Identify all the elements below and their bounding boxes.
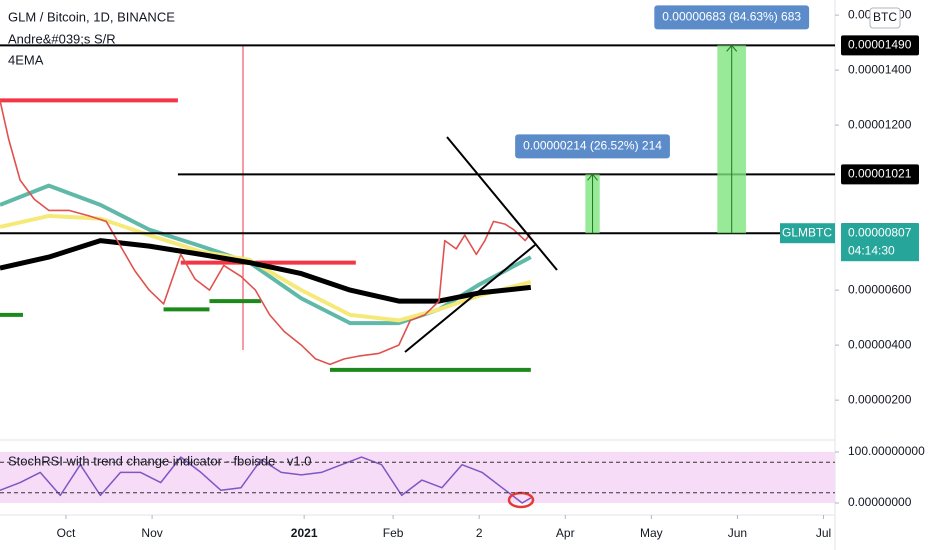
y-tick-label: 0.00000000	[848, 495, 912, 509]
ema-line	[0, 213, 532, 323]
x-tick-label: 2021	[291, 526, 318, 540]
y-tick-label: 0.00001200	[848, 117, 912, 131]
oscillator-title: StochRSI with trend change indicator - f…	[8, 453, 312, 468]
symbol-label: GLMBTC	[782, 225, 832, 239]
x-tick-label: Nov	[141, 526, 162, 540]
currency-label: BTC	[873, 10, 897, 24]
chart-title: GLM / Bitcoin, 1D, BINANCE	[8, 9, 175, 24]
y-tick-label: 0.00000200	[848, 392, 912, 406]
last-price-box	[841, 223, 919, 262]
level-label-box	[841, 35, 919, 56]
trend-line	[446, 136, 558, 271]
x-tick-label: 2	[476, 526, 483, 540]
level-label-box	[841, 164, 919, 185]
symbol-box	[780, 223, 835, 244]
x-tick-label: Jul	[816, 526, 831, 540]
x-tick-label: May	[640, 526, 663, 540]
last-price-label: 0.00000807	[848, 225, 912, 239]
plot	[0, 98, 532, 504]
x-tick-label: Apr	[556, 526, 575, 540]
y-tick-label: 100.00000000	[848, 444, 925, 458]
oscillator-band-fill	[0, 452, 835, 503]
indicator-label: 4EMA	[8, 52, 44, 67]
trend-line	[404, 244, 536, 353]
measure-arrowhead	[587, 173, 598, 181]
level-label: 0.00001490	[848, 38, 912, 52]
x-tick-label: Feb	[383, 526, 404, 540]
oscillator-line	[0, 456, 532, 504]
measure-label-box	[515, 134, 670, 159]
y-tick-label: 0.00000400	[848, 337, 912, 351]
y-tick-label: 0.00000600	[848, 282, 912, 296]
measure-label: 0.00000214 (26.52%) 214	[523, 139, 662, 153]
x-tick-label: Oct	[57, 526, 76, 540]
measure-label: 0.00000683 (84.63%) 683	[662, 10, 801, 24]
ema-line	[0, 238, 532, 304]
currency-box	[869, 7, 901, 29]
measure-label-box	[654, 5, 810, 30]
measure-arrowhead	[726, 44, 738, 52]
indicator-label: Andre&#039;s S/R	[8, 31, 116, 46]
countdown: 04:14:30	[848, 243, 895, 257]
level-label: 0.00001021	[848, 167, 912, 181]
x-tick-label: Jun	[728, 526, 747, 540]
price-line	[0, 100, 532, 366]
y-tick-label: 0.00001400	[848, 62, 912, 76]
